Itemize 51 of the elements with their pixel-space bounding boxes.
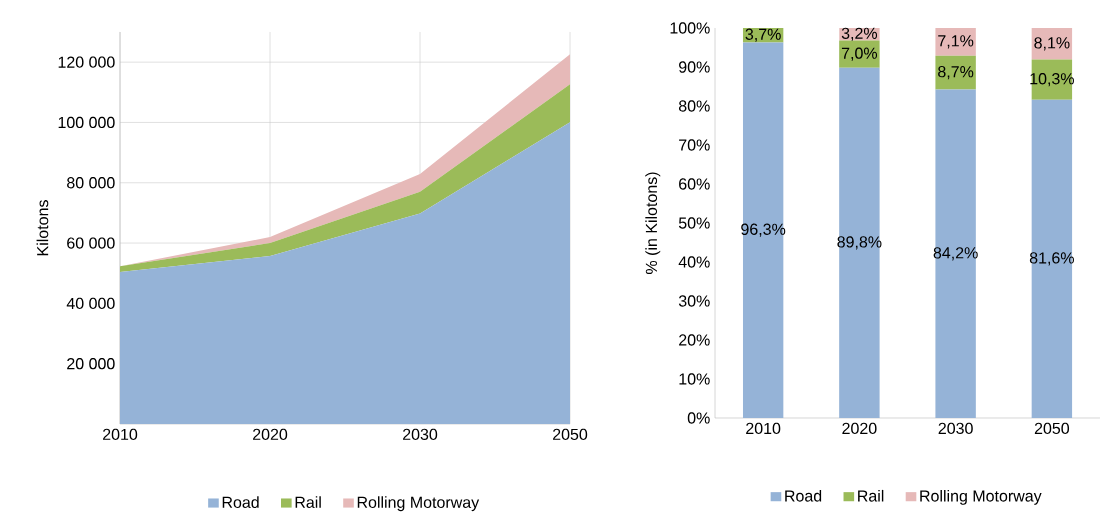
x-tick-label: 2050 bbox=[1034, 422, 1070, 434]
data-label: 96,3% bbox=[741, 223, 786, 237]
data-label: 8,7% bbox=[938, 65, 974, 80]
bar bbox=[839, 67, 880, 418]
x-tick-label: 2010 bbox=[103, 428, 138, 440]
bar bbox=[935, 89, 976, 418]
data-label: 84,2% bbox=[933, 247, 978, 261]
x-tick-label: 2030 bbox=[403, 428, 438, 440]
bar bbox=[935, 55, 976, 90]
bar bbox=[935, 27, 976, 56]
x-tick-label: 2010 bbox=[746, 422, 781, 434]
y-tick-label: 30% bbox=[678, 295, 710, 307]
data-label: 89,8% bbox=[837, 236, 882, 250]
legend-label: Road bbox=[785, 489, 822, 502]
y-tick-label: 60 000 bbox=[67, 237, 115, 249]
y-axis-title: % (in Kilotons) bbox=[645, 172, 661, 274]
data-label: 81,6% bbox=[1029, 252, 1074, 266]
y-tick-label: 80% bbox=[678, 100, 710, 112]
y-tick-label: 20% bbox=[679, 334, 710, 346]
bar bbox=[1031, 99, 1073, 418]
bar bbox=[839, 40, 880, 68]
bar bbox=[1031, 27, 1073, 60]
y-tick-label: 70% bbox=[679, 139, 710, 151]
bar bbox=[742, 42, 784, 418]
x-tick-label: 2020 bbox=[253, 428, 288, 440]
legend-label: Road bbox=[222, 496, 259, 508]
y-tick-label: 100 000 bbox=[58, 116, 115, 129]
y-tick-label: 40 000 bbox=[66, 297, 115, 309]
x-tick-label: 2020 bbox=[842, 422, 877, 434]
data-label: 3,2% bbox=[841, 27, 878, 41]
y-tick-label: 40% bbox=[678, 256, 710, 268]
y-tick-label: 90% bbox=[679, 61, 710, 73]
legend-label: Rail bbox=[295, 496, 321, 508]
y-tick-label: 100% bbox=[670, 22, 710, 34]
data-label: 3,7% bbox=[745, 28, 781, 42]
x-tick-label: 2030 bbox=[938, 422, 973, 434]
legend-label: Rail bbox=[858, 489, 884, 502]
legend-label: Rolling Motorway bbox=[357, 496, 480, 512]
y-tick-label: 120 000 bbox=[58, 56, 115, 68]
data-label: 7,0% bbox=[841, 47, 878, 61]
y-tick-label: 0% bbox=[687, 412, 710, 424]
y-tick-label: 20 000 bbox=[67, 357, 115, 370]
y-axis-title: Kilotons bbox=[36, 200, 49, 256]
legend-label: Rolling Motorway bbox=[920, 489, 1042, 505]
x-tick-label: 2050 bbox=[553, 428, 588, 440]
data-label: 8,1% bbox=[1034, 37, 1070, 51]
y-tick-label: 80 000 bbox=[67, 177, 115, 189]
y-tick-label: 60% bbox=[679, 178, 710, 190]
y-tick-label: 50% bbox=[678, 217, 710, 229]
y-tick-label: 10% bbox=[679, 373, 710, 385]
data-label: 7,1% bbox=[938, 35, 974, 49]
